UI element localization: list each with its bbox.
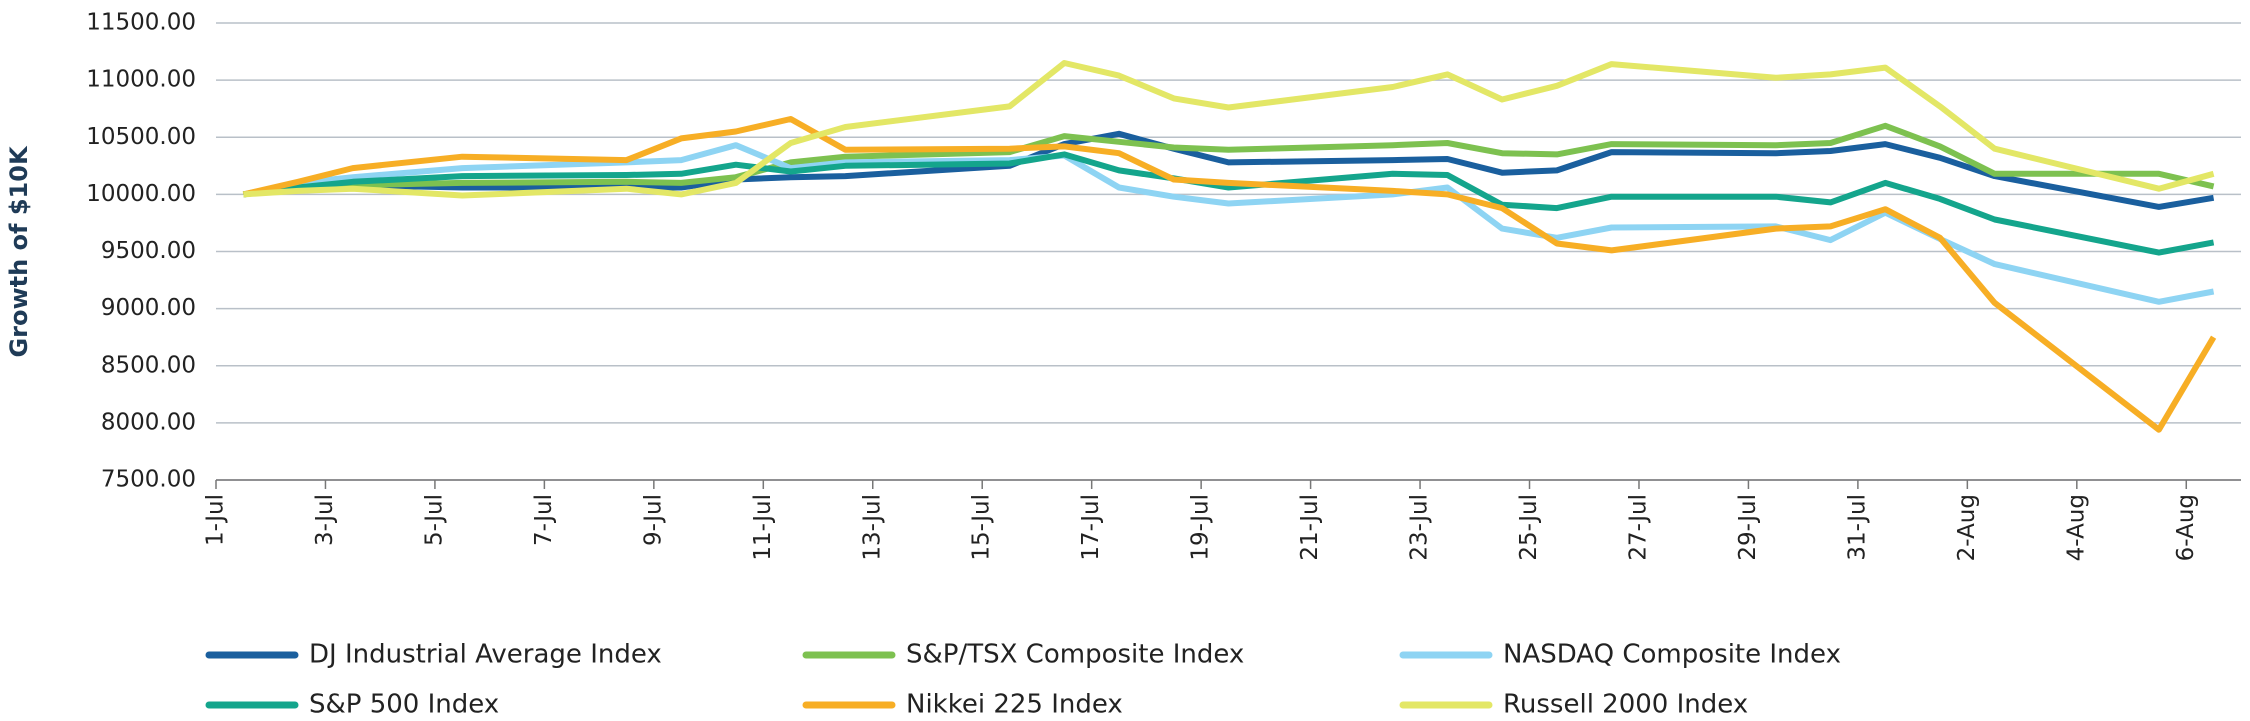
x-tick-label: 31-Jul (1844, 494, 1870, 561)
x-tick-label: 2-Aug (1954, 494, 1980, 561)
x-tick-label: 9-Jul (640, 494, 666, 546)
legend-label: S&P 500 Index (309, 690, 499, 720)
legend-label: Russell 2000 Index (1503, 690, 1748, 720)
legend-label: NASDAQ Composite Index (1503, 640, 1841, 670)
series-line (243, 60, 2215, 199)
y-axis-label: Growth of $10K (5, 145, 33, 357)
x-tick-label: 21-Jul (1297, 494, 1323, 561)
x-tick-label: 4-Aug (2063, 494, 2089, 561)
y-tick-label: 11000.00 (86, 67, 196, 93)
series-line (243, 122, 2215, 198)
y-tick-label: 10500.00 (86, 124, 196, 150)
y-tick-label: 9500.00 (101, 238, 196, 264)
x-tick-label: 17-Jul (1078, 494, 1104, 561)
legend-label: Nikkei 225 Index (906, 690, 1123, 720)
y-tick-label: 8500.00 (101, 352, 196, 378)
x-tick-label: 27-Jul (1625, 494, 1651, 561)
x-tick-label: 15-Jul (969, 494, 995, 561)
x-tick-label: 19-Jul (1188, 494, 1214, 561)
series-line (242, 116, 2217, 433)
x-tick-label: 13-Jul (859, 494, 885, 561)
x-tick-label: 23-Jul (1407, 494, 1433, 561)
y-tick-label: 7500.00 (101, 467, 196, 493)
x-tick-label: 11-Jul (750, 494, 776, 561)
series-line (242, 142, 2215, 305)
x-tick-label: 3-Jul (312, 494, 338, 546)
x-tick-label: 6-Aug (2173, 494, 2199, 561)
x-tick-label: 5-Jul (421, 494, 447, 546)
legend-label: DJ Industrial Average Index (309, 640, 662, 670)
y-tick-label: 10000.00 (86, 181, 196, 207)
y-tick-label: 11500.00 (86, 10, 196, 36)
series-line (243, 130, 2215, 210)
legend-label: S&P/TSX Composite Index (906, 640, 1244, 670)
y-tick-label: 8000.00 (101, 409, 196, 435)
x-tick-label: 29-Jul (1735, 494, 1761, 561)
x-tick-label: 25-Jul (1516, 494, 1542, 561)
x-tick-label: 7-Jul (531, 494, 557, 546)
y-tick-label: 9000.00 (101, 295, 196, 321)
x-tick-label: 1-Jul (203, 494, 229, 546)
